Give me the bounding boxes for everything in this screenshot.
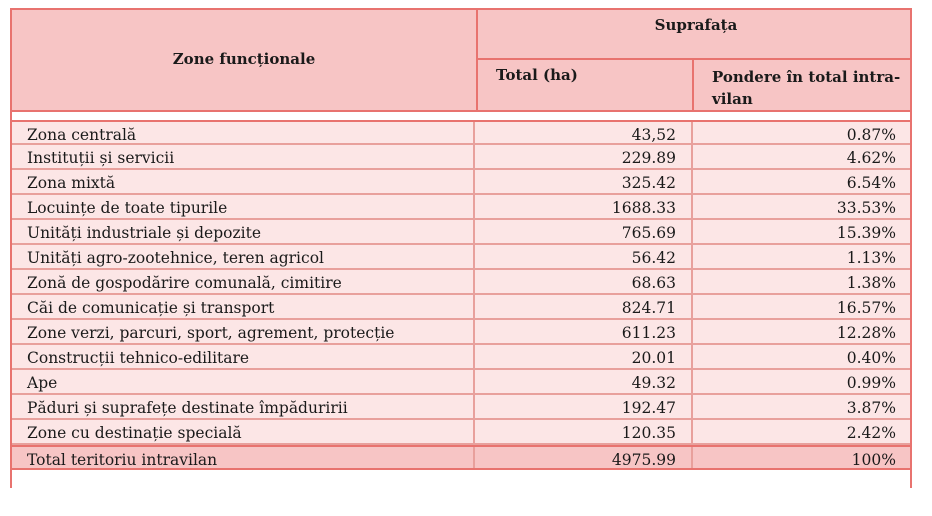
column-separator: [473, 345, 475, 368]
table-border-left: [10, 8, 12, 488]
row-name: Construcții tehnico-edilitare: [27, 349, 250, 367]
column-separator: [691, 270, 693, 293]
row-name: Zone cu destinație specială: [27, 424, 242, 442]
row-total-ha: 43,52: [631, 126, 676, 144]
row-total-ha: 20.01: [631, 349, 676, 367]
row-name: Unități industriale și depozite: [27, 224, 261, 242]
row-share: 2.42%: [846, 424, 896, 442]
column-separator: [473, 370, 475, 393]
column-separator: [691, 170, 693, 193]
row-total-ha: 192.47: [621, 399, 676, 417]
header-divider: [478, 58, 910, 60]
row-total-ha: 120.35: [621, 424, 676, 442]
row-name: Zonă de gospodărire comunală, cimitire: [27, 274, 342, 292]
row-total-ha: 611.23: [621, 324, 676, 342]
share-header-line2: vilan: [712, 90, 753, 108]
table-row: Unități industriale și depozite 765.69 15.…: [10, 220, 912, 245]
column-separator: [473, 447, 475, 468]
column-separator: [691, 295, 693, 318]
table-row: Căi de comunicație și transport 824.71 16.…: [10, 295, 912, 320]
row-name: Păduri și suprafețe destinate împăduriri…: [27, 399, 348, 417]
table-row: Locuințe de toate tipurile 1688.33 33.53%: [10, 195, 912, 220]
share-column-header: Pondere în total intra- vilan: [712, 66, 907, 110]
table-row: Ape 49.32 0.99%: [10, 370, 912, 395]
table-row: Zone cu destinație specială 120.35 2.42%: [10, 420, 912, 445]
row-name: Instituții și servicii: [27, 149, 175, 167]
column-separator: [691, 420, 693, 443]
column-separator: [691, 122, 693, 143]
zone-column-header: Zone funcționale: [172, 50, 316, 68]
row-total-ha: 824.71: [621, 299, 676, 317]
table-row: Zona mixtă 325.42 6.54%: [10, 170, 912, 195]
row-share: 0.87%: [846, 126, 896, 144]
row-name: Ape: [27, 374, 58, 392]
table-row: Construcții tehnico-edilitare 20.01 0.40%: [10, 345, 912, 370]
row-total-ha: 229.89: [621, 149, 676, 167]
column-separator: [691, 370, 693, 393]
row-share: 4.62%: [846, 149, 896, 167]
row-total-ha: 325.42: [621, 174, 676, 192]
row-name: Căi de comunicație și transport: [27, 299, 275, 317]
table-body: Zona centrală 43,52 0.87% Instituții și ser…: [10, 120, 912, 470]
row-total-ha: 765.69: [621, 224, 676, 242]
share-header-line1: Pondere în total intra-: [712, 68, 901, 86]
column-separator: [691, 145, 693, 168]
column-separator: [473, 170, 475, 193]
table-row: Unități agro-zootehnice, teren agricol 56…: [10, 245, 912, 270]
row-share: 0.40%: [846, 349, 896, 367]
table-row: Zonă de gospodărire comunală, cimitire 68…: [10, 270, 912, 295]
table-border-right: [910, 8, 912, 488]
row-name: Zona mixtă: [27, 174, 116, 192]
row-total-ha: 1688.33: [611, 199, 676, 217]
row-share: 15.39%: [836, 224, 896, 242]
row-total-ha: 49.32: [631, 374, 676, 392]
column-separator: [691, 320, 693, 343]
table-row: Instituții și servicii 229.89 4.62%: [10, 145, 912, 170]
row-share: 0.99%: [846, 374, 896, 392]
total-column-header: Total (ha): [496, 66, 578, 84]
column-separator: [473, 395, 475, 418]
row-share: 16.57%: [836, 299, 896, 317]
row-name: Total teritoriu intravilan: [27, 451, 218, 469]
surface-column-header: Suprafața: [654, 16, 738, 34]
row-name: Zone verzi, parcuri, sport, agrement, pr…: [27, 324, 395, 342]
table-row: Păduri și suprafețe destinate împăduriri…: [10, 395, 912, 420]
row-share: 3.87%: [846, 399, 896, 417]
column-separator: [473, 145, 475, 168]
row-total-ha: 68.63: [631, 274, 676, 292]
row-share: 33.53%: [836, 199, 896, 217]
table-row: Zona centrală 43,52 0.87%: [10, 120, 912, 145]
row-total-ha: 56.42: [631, 249, 676, 267]
total-row: Total teritoriu intravilan 4975.99 100%: [10, 445, 912, 470]
row-total-ha: 4975.99: [611, 451, 676, 469]
column-separator: [473, 195, 475, 218]
header-divider: [692, 60, 694, 110]
column-separator: [691, 447, 693, 468]
row-name: Zona centrală: [27, 126, 137, 144]
row-name: Unități agro-zootehnice, teren agricol: [27, 249, 324, 267]
row-name: Locuințe de toate tipurile: [27, 199, 228, 217]
column-separator: [691, 245, 693, 268]
row-share: 100%: [851, 451, 896, 469]
row-share: 1.38%: [846, 274, 896, 292]
row-share: 1.13%: [846, 249, 896, 267]
table-header: Zone funcționale Suprafața Total (ha) Po…: [10, 8, 912, 112]
column-separator: [473, 245, 475, 268]
column-separator: [473, 420, 475, 443]
column-separator: [691, 395, 693, 418]
column-separator: [473, 295, 475, 318]
column-separator: [691, 220, 693, 243]
table-row: Zone verzi, parcuri, sport, agrement, pr…: [10, 320, 912, 345]
row-share: 6.54%: [846, 174, 896, 192]
column-separator: [473, 220, 475, 243]
row-share: 12.28%: [836, 324, 896, 342]
header-divider: [476, 10, 478, 110]
column-separator: [691, 345, 693, 368]
column-separator: [473, 320, 475, 343]
column-separator: [691, 195, 693, 218]
column-separator: [473, 122, 475, 143]
column-separator: [473, 270, 475, 293]
